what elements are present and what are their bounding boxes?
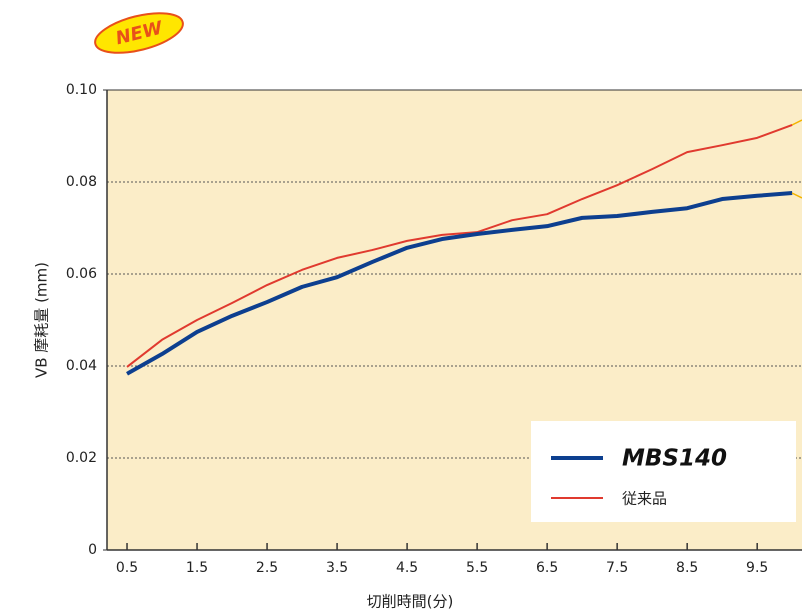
y-tick-label: 0.08	[66, 174, 97, 190]
y-tick-label: 0.04	[66, 358, 97, 374]
x-tick-label: 4.5	[396, 560, 418, 576]
series-line	[126, 191, 793, 376]
y-tick-label: 0.06	[66, 266, 97, 282]
y-tick-label: 0.10	[66, 82, 97, 98]
y-tick-label: 0.02	[66, 450, 97, 466]
legend: MBS140 従来品	[531, 421, 796, 522]
x-tick-label: 1.5	[186, 560, 208, 576]
x-tick-label: 2.5	[256, 560, 278, 576]
badge-shape	[94, 12, 184, 54]
series-line	[126, 124, 793, 368]
new-badge: NEW	[94, 12, 184, 54]
y-axis-label: VB 摩耗量 (mm)	[33, 262, 51, 378]
x-tick-label: 8.5	[676, 560, 698, 576]
x-tick-label: 6.5	[536, 560, 558, 576]
x-tick-label: 3.5	[326, 560, 348, 576]
x-tick-label: 0.5	[116, 560, 138, 576]
y-tick-label: 0	[88, 542, 97, 558]
legend-label: 従来品	[622, 490, 667, 508]
legend-label: MBS140	[622, 446, 727, 472]
callout	[791, 119, 802, 199]
x-tick-label: 7.5	[606, 560, 628, 576]
x-axis-label: 切削時間(分)	[367, 593, 454, 611]
x-tick-label: 5.5	[466, 560, 488, 576]
legend-box	[531, 421, 796, 522]
x-tick-label: 9.5	[746, 560, 768, 576]
